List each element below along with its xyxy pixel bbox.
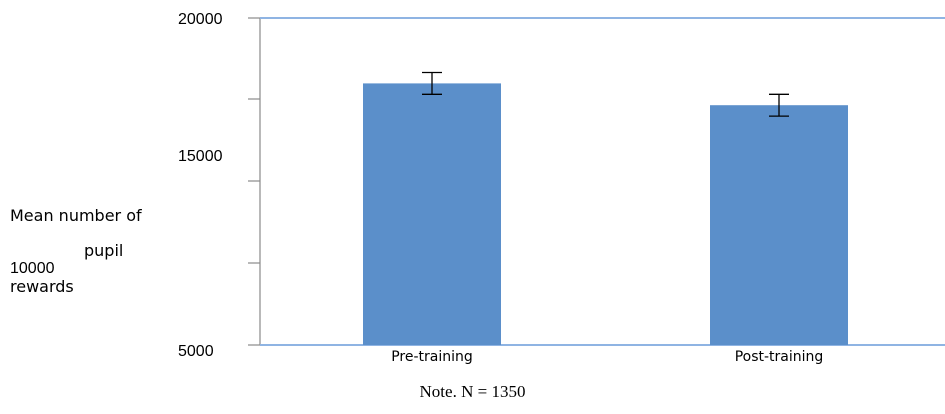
y-tick-label: 10000: [10, 260, 55, 277]
y-axis-label-line: pupil: [84, 241, 123, 260]
y-tick-label: 15000: [178, 148, 223, 165]
bar-post-training: [710, 105, 848, 345]
chart-error-bars: [422, 71, 789, 117]
chart-note: Note. N = 1350: [419, 382, 526, 401]
chart-bars: [363, 83, 848, 346]
x-category-label: Post-training: [735, 349, 824, 365]
y-tick-label: 20000: [178, 11, 223, 28]
y-axis-label-line: rewards: [10, 277, 74, 296]
chart-labels: 20000 15000 10000 5000 Mean number of pupilre…: [10, 11, 823, 365]
x-category-label: Pre-training: [391, 349, 473, 365]
y-axis-label-line: Mean number of: [10, 206, 142, 225]
y-tick-label: 5000: [178, 343, 214, 360]
bar-pre-training: [363, 83, 501, 346]
bar-chart: 20000 15000 10000 5000 Mean number of pupilre…: [10, 11, 945, 365]
